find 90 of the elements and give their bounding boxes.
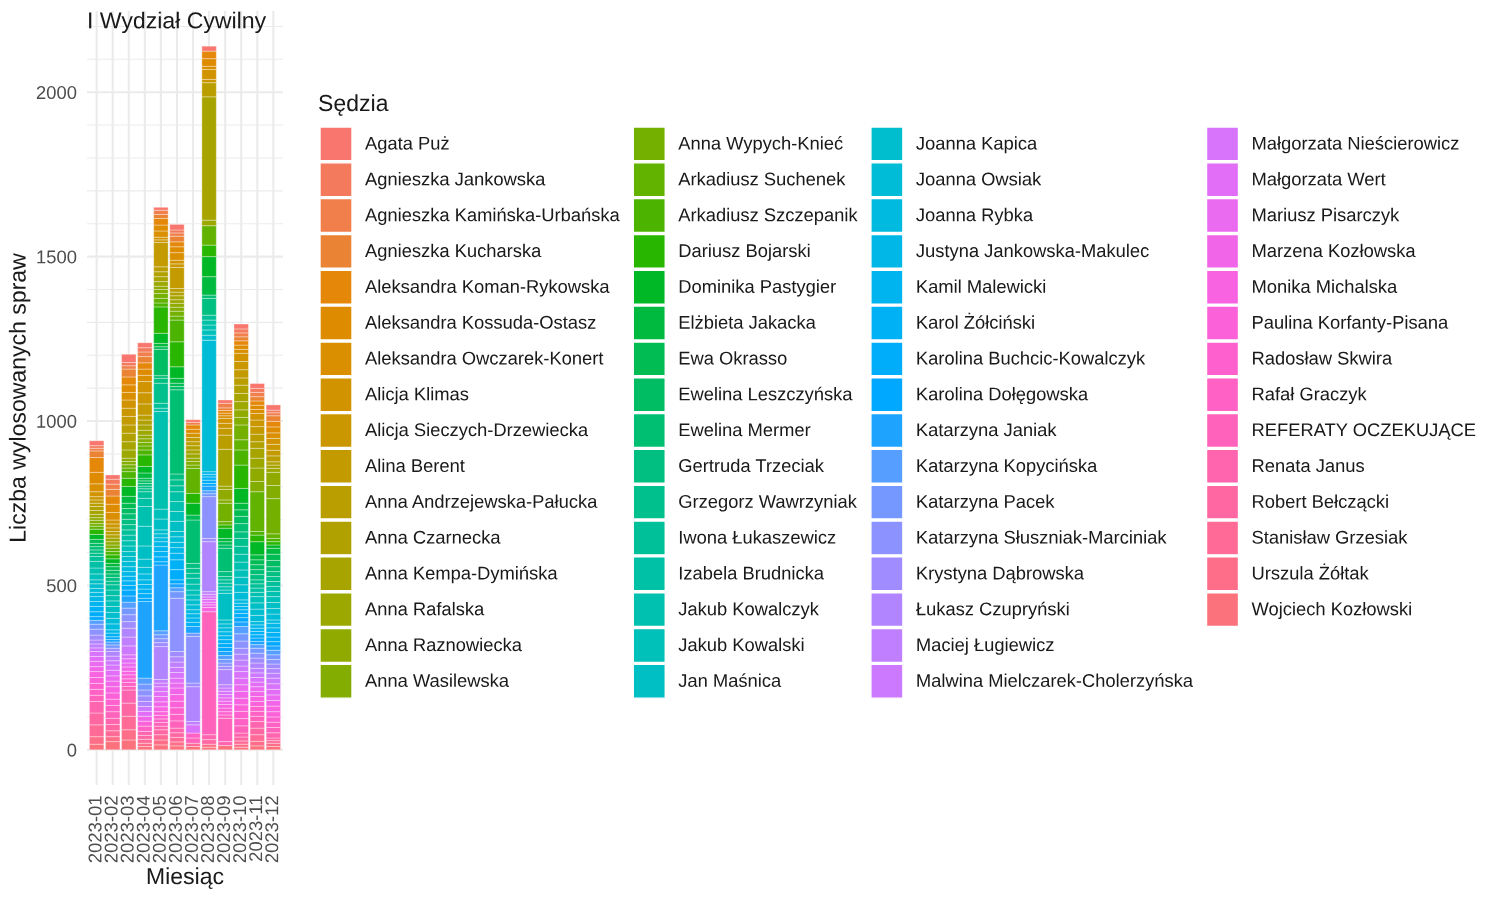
bar [233, 344, 249, 350]
bar [233, 340, 249, 346]
x-tick-label: 2023-07 [184, 796, 198, 863]
legend-label: Ewelina Leszczyńska [679, 386, 853, 405]
legend-label: Katarzyna Pacek [917, 494, 1055, 512]
legend-label: Katarzyna Janiak [917, 422, 1057, 440]
y-tick-label: 2000 [36, 86, 77, 100]
legend-label: Urszula Żółtak [1252, 563, 1369, 580]
legend-label: Arkadiusz Szczepanik [678, 207, 858, 225]
legend-label: Anna Kempa-Dymińska [365, 565, 558, 584]
x-tick-label: 2023-12 [265, 796, 279, 863]
bar [153, 207, 169, 211]
legend-label: Małgorzata Nieścierowicz [1253, 136, 1459, 154]
legend-title: Sędzia [319, 94, 389, 116]
legend-label: Karolina Dołęgowska [917, 386, 1089, 405]
legend-label: Aleksandra Kossuda-Ostasz [365, 315, 596, 329]
legend-label: Malwina Mielczarek-Cholerzyńska [917, 673, 1194, 691]
y-axis-title: Liczba wylosowanych spraw [8, 253, 31, 541]
legend-label: Dominika Pastygier [679, 279, 836, 297]
bar [89, 440, 105, 446]
legend-label: Kamil Malewicki [917, 279, 1046, 293]
x-axis-title: Miesiąc [147, 867, 224, 889]
legend-label: REFERATY OCZEKUJĄCE [1253, 423, 1476, 440]
legend-label: Izabela Brudnicka [679, 566, 824, 580]
legend-label: Anna Raznowiecka [365, 637, 522, 652]
chart-title: I Wydział Cywilny [89, 11, 267, 34]
legend-label: Anna Wypych-Knieć [678, 136, 843, 154]
x-tick-label: 2023-04 [136, 795, 150, 863]
y-tick-label: 0 [67, 743, 77, 757]
legend-label: Katarzyna Kopycińska [917, 458, 1098, 476]
legend-label: Iwona Łukaszewicz [679, 530, 836, 544]
legend-label: Alina Berent [365, 458, 465, 473]
y-tick-label: 1500 [37, 250, 77, 264]
legend-label: Joanna Rybka [916, 207, 1034, 225]
legend-label: Karolina Buchcic-Kowalczyk [917, 351, 1146, 369]
x-tick-label: 2023-06 [168, 796, 182, 863]
x-tick-label: 2023-03 [120, 796, 134, 863]
legend-label: Rafał Graczyk [1253, 386, 1367, 405]
legend-label: Aleksandra Owczarek-Konert [365, 351, 604, 365]
legend-label: Agata Puż [365, 136, 449, 154]
legend-label: Justyna Jankowska-Makulec [916, 243, 1149, 261]
legend-label: Joanna Kapica [916, 136, 1038, 154]
legend-label: Krystyna Dąbrowska [917, 566, 1085, 584]
x-tick-label: 2023-02 [104, 796, 118, 863]
legend-label: Jakub Kowalski [678, 637, 804, 652]
legend-label: Jakub Kowalczyk [678, 601, 819, 620]
bar [153, 210, 169, 215]
legend-label: Wojciech Kozłowski [1251, 601, 1411, 620]
x-tick-label: 2023-01 [88, 796, 102, 863]
legend-label: Aleksandra Koman-Rykowska [365, 279, 610, 297]
legend-label: Paulina Korfanty-Pisana [1253, 315, 1449, 333]
legend-label: Mariusz Pisarczyk [1253, 207, 1400, 225]
legend-label: Agnieszka Jankowska [365, 172, 546, 190]
legend-label: Alicja Sieczych-Drzewiecka [365, 422, 589, 440]
legend-label: Anna Andrzejewska-Pałucka [365, 494, 598, 512]
legend-label: Elżbieta Jakacka [679, 315, 816, 329]
x-tick-label: 2023-11 [249, 796, 263, 861]
legend-label: Joanna Owsiak [916, 172, 1042, 186]
legend-label: Anna Rafalska [365, 601, 485, 616]
legend-label: Maciej Ługiewicz [917, 637, 1054, 655]
x-tick-label: 2023-08 [200, 796, 215, 863]
x-tick-label: 2023-05 [152, 796, 166, 863]
bar [201, 69, 217, 80]
legend-label: Anna Wasilewska [365, 673, 510, 688]
legend-label: Robert Bełczącki [1253, 494, 1388, 512]
legend-label: Alicja Klimas [365, 386, 469, 405]
legend-label: Marzena Kozłowska [1253, 243, 1416, 258]
y-tick-label: 1000 [37, 414, 77, 428]
legend-label: Gertruda Trzeciak [679, 458, 824, 473]
legend-label: Radosław Skwira [1253, 351, 1393, 365]
legend-label: Stanisław Grzesiak [1252, 530, 1408, 544]
legend-label: Dariusz Bojarski [679, 243, 810, 261]
legend-label: Arkadiusz Suchenek [678, 172, 846, 186]
legend-label: Łukasz Czupryński [916, 601, 1069, 620]
legend-label: Jan Maśnica [678, 673, 782, 688]
x-tick-label: 2023-09 [217, 796, 231, 863]
y-tick-label: 500 [46, 579, 77, 593]
legend-label: Grzegorz Wawrzyniak [679, 494, 857, 512]
legend-label: Monika Michalska [1253, 279, 1398, 293]
legend-label: Anna Czarnecka [365, 530, 501, 544]
legend-label: Katarzyna Słuszniak-Marciniak [917, 530, 1167, 548]
legend-label: Renata Janus [1253, 459, 1364, 473]
legend-label: Ewa Okrasso [679, 351, 787, 365]
legend-label: Małgorzata Wert [1253, 172, 1386, 190]
bar [233, 323, 249, 330]
legend-label: Agnieszka Kucharska [365, 243, 542, 261]
legend-label: Karol Żółciński [917, 312, 1034, 329]
x-tick-label: 2023-10 [233, 796, 247, 863]
legend-label: Ewelina Mermer [679, 422, 811, 437]
legend-label: Agnieszka Kamińska-Urbańska [365, 207, 620, 225]
